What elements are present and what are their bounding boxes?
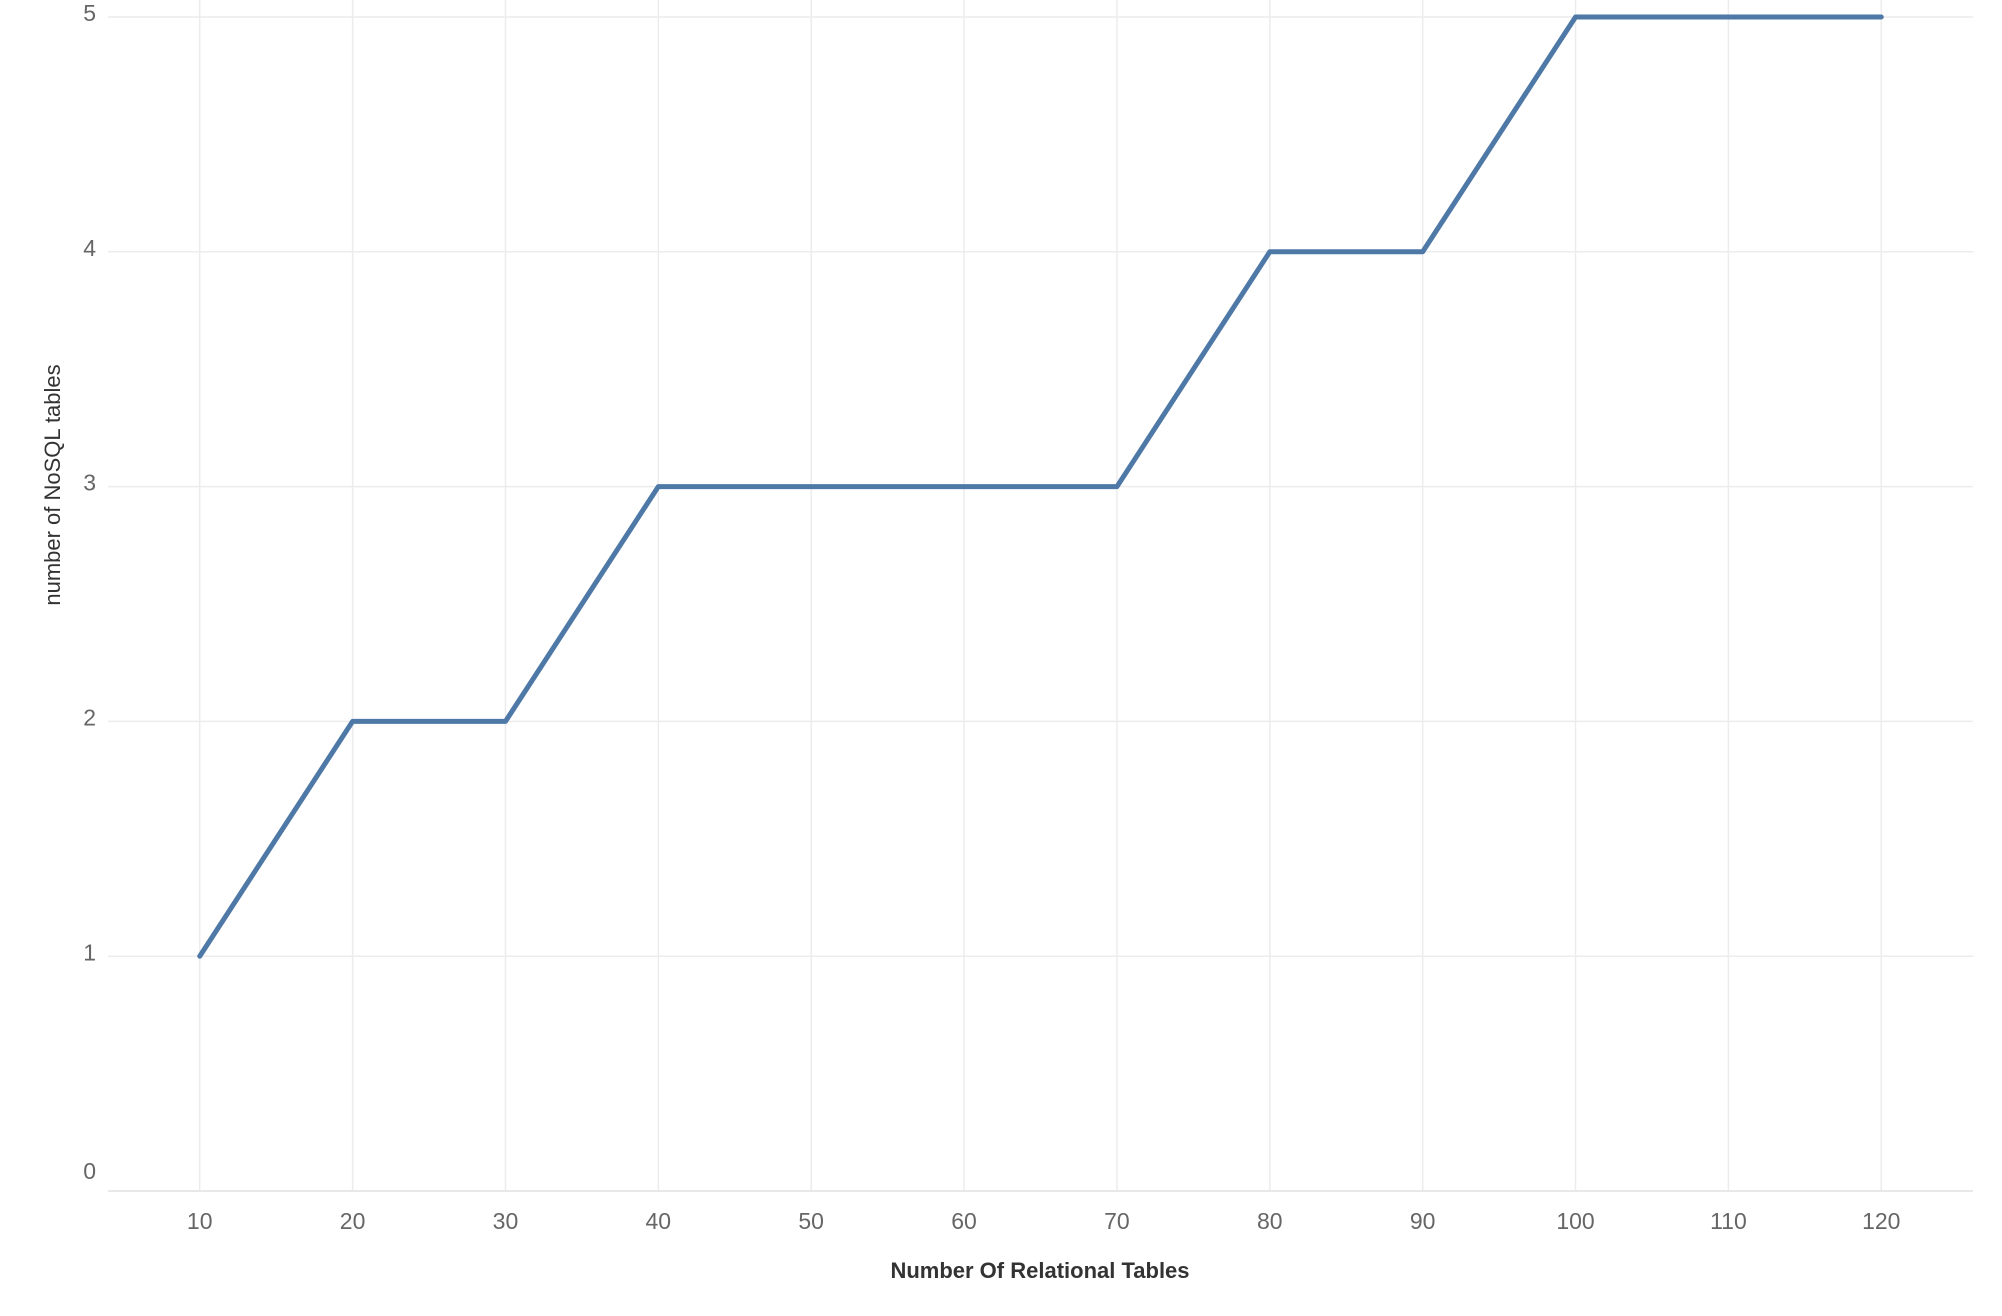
- y-tick-label: 2: [83, 704, 96, 730]
- x-tick-label: 30: [493, 1208, 519, 1234]
- x-tick-label: 90: [1410, 1208, 1436, 1234]
- x-tick-label: 20: [340, 1208, 366, 1234]
- x-tick-label: 50: [798, 1208, 824, 1234]
- x-axis-title: Number Of Relational Tables: [890, 1258, 1189, 1283]
- y-tick-label: 0: [83, 1158, 96, 1184]
- y-tick-label: 5: [83, 0, 96, 26]
- x-tick-label: 80: [1257, 1208, 1283, 1234]
- y-tick-label: 4: [83, 235, 96, 261]
- y-tick-label: 3: [83, 470, 96, 496]
- y-tick-label: 1: [83, 939, 96, 965]
- data-line: [197, 14, 1884, 959]
- x-tick-label: 70: [1104, 1208, 1130, 1234]
- x-tick-label: 120: [1862, 1208, 1900, 1234]
- x-tick-label: 110: [1710, 1208, 1747, 1234]
- x-tick-label: 100: [1556, 1208, 1594, 1234]
- y-axis-title: number of NoSQL tables: [40, 364, 65, 605]
- x-tick-label: 40: [646, 1208, 672, 1234]
- x-tick-label: 60: [951, 1208, 977, 1234]
- x-tick-label: 10: [187, 1208, 213, 1234]
